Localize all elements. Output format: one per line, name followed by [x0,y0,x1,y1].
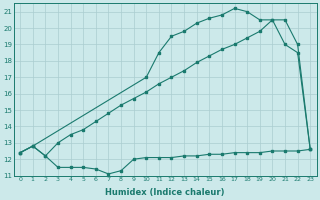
X-axis label: Humidex (Indice chaleur): Humidex (Indice chaleur) [106,188,225,197]
